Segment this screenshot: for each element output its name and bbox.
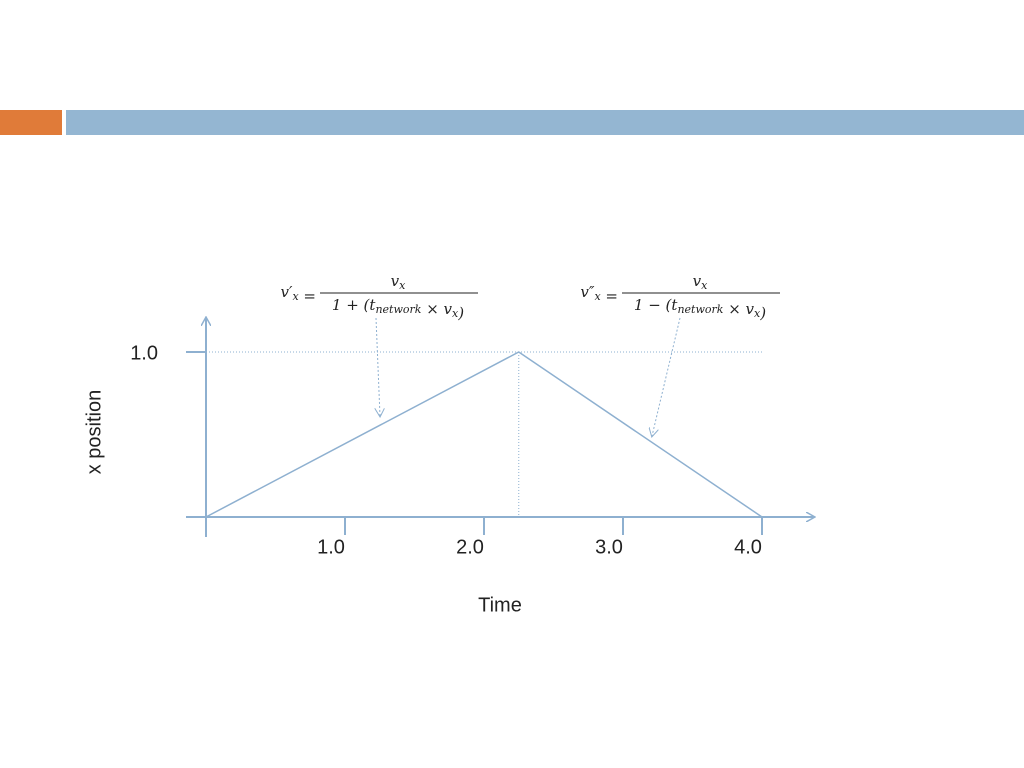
annotation-arrow	[376, 317, 380, 416]
accent-bar	[0, 110, 62, 135]
formula-part: v	[391, 272, 400, 290]
formula-part: )	[759, 304, 766, 322]
formula-text: v′x =	[281, 283, 316, 305]
formula-part: × v	[723, 300, 754, 318]
x-tick-label: 4.0	[734, 536, 762, 558]
formula-part: × v	[421, 300, 452, 318]
formula-subscript: x	[701, 279, 708, 292]
formula-part: )	[457, 304, 464, 322]
formula-subscript: network	[375, 303, 421, 316]
formula-part: v	[693, 272, 702, 290]
formula-text: 1 − (tnetwork × vx)	[634, 296, 766, 322]
formula-subscript: x	[452, 307, 459, 320]
formula-subscript: x	[594, 290, 601, 303]
data-line	[205, 351, 763, 518]
annotation-arrow	[652, 317, 681, 436]
x-axis-label: Time	[478, 594, 522, 616]
formula-part: v′	[281, 283, 293, 301]
y-tick-label: 1.0	[130, 342, 158, 364]
formula-text: 1 + (tnetwork × vx)	[332, 296, 464, 322]
formula-subscript: x	[292, 290, 299, 303]
formula: v′x =vx1 + (tnetwork × vx)	[281, 272, 478, 322]
formula-subscript: x	[754, 307, 761, 320]
x-tick-label: 2.0	[456, 536, 484, 558]
formula-text: vx	[391, 272, 406, 292]
formula: v″x =vx1 − (tnetwork × vx)	[580, 272, 780, 322]
formula-part: 1 + (t	[332, 296, 377, 314]
header-bar	[66, 110, 1024, 135]
formula-text: v″x =	[580, 283, 618, 305]
formula-subscript: network	[677, 303, 723, 316]
formula-text: vx	[693, 272, 708, 292]
formula-part: =	[601, 287, 618, 305]
y-axis-label: x position	[83, 390, 105, 475]
formula-part: =	[299, 287, 316, 305]
x-tick-label: 1.0	[317, 536, 345, 558]
formula-part: v″	[580, 283, 594, 301]
formula-subscript: x	[399, 279, 406, 292]
x-tick-label: 3.0	[595, 536, 623, 558]
formula-part: 1 − (t	[634, 296, 679, 314]
